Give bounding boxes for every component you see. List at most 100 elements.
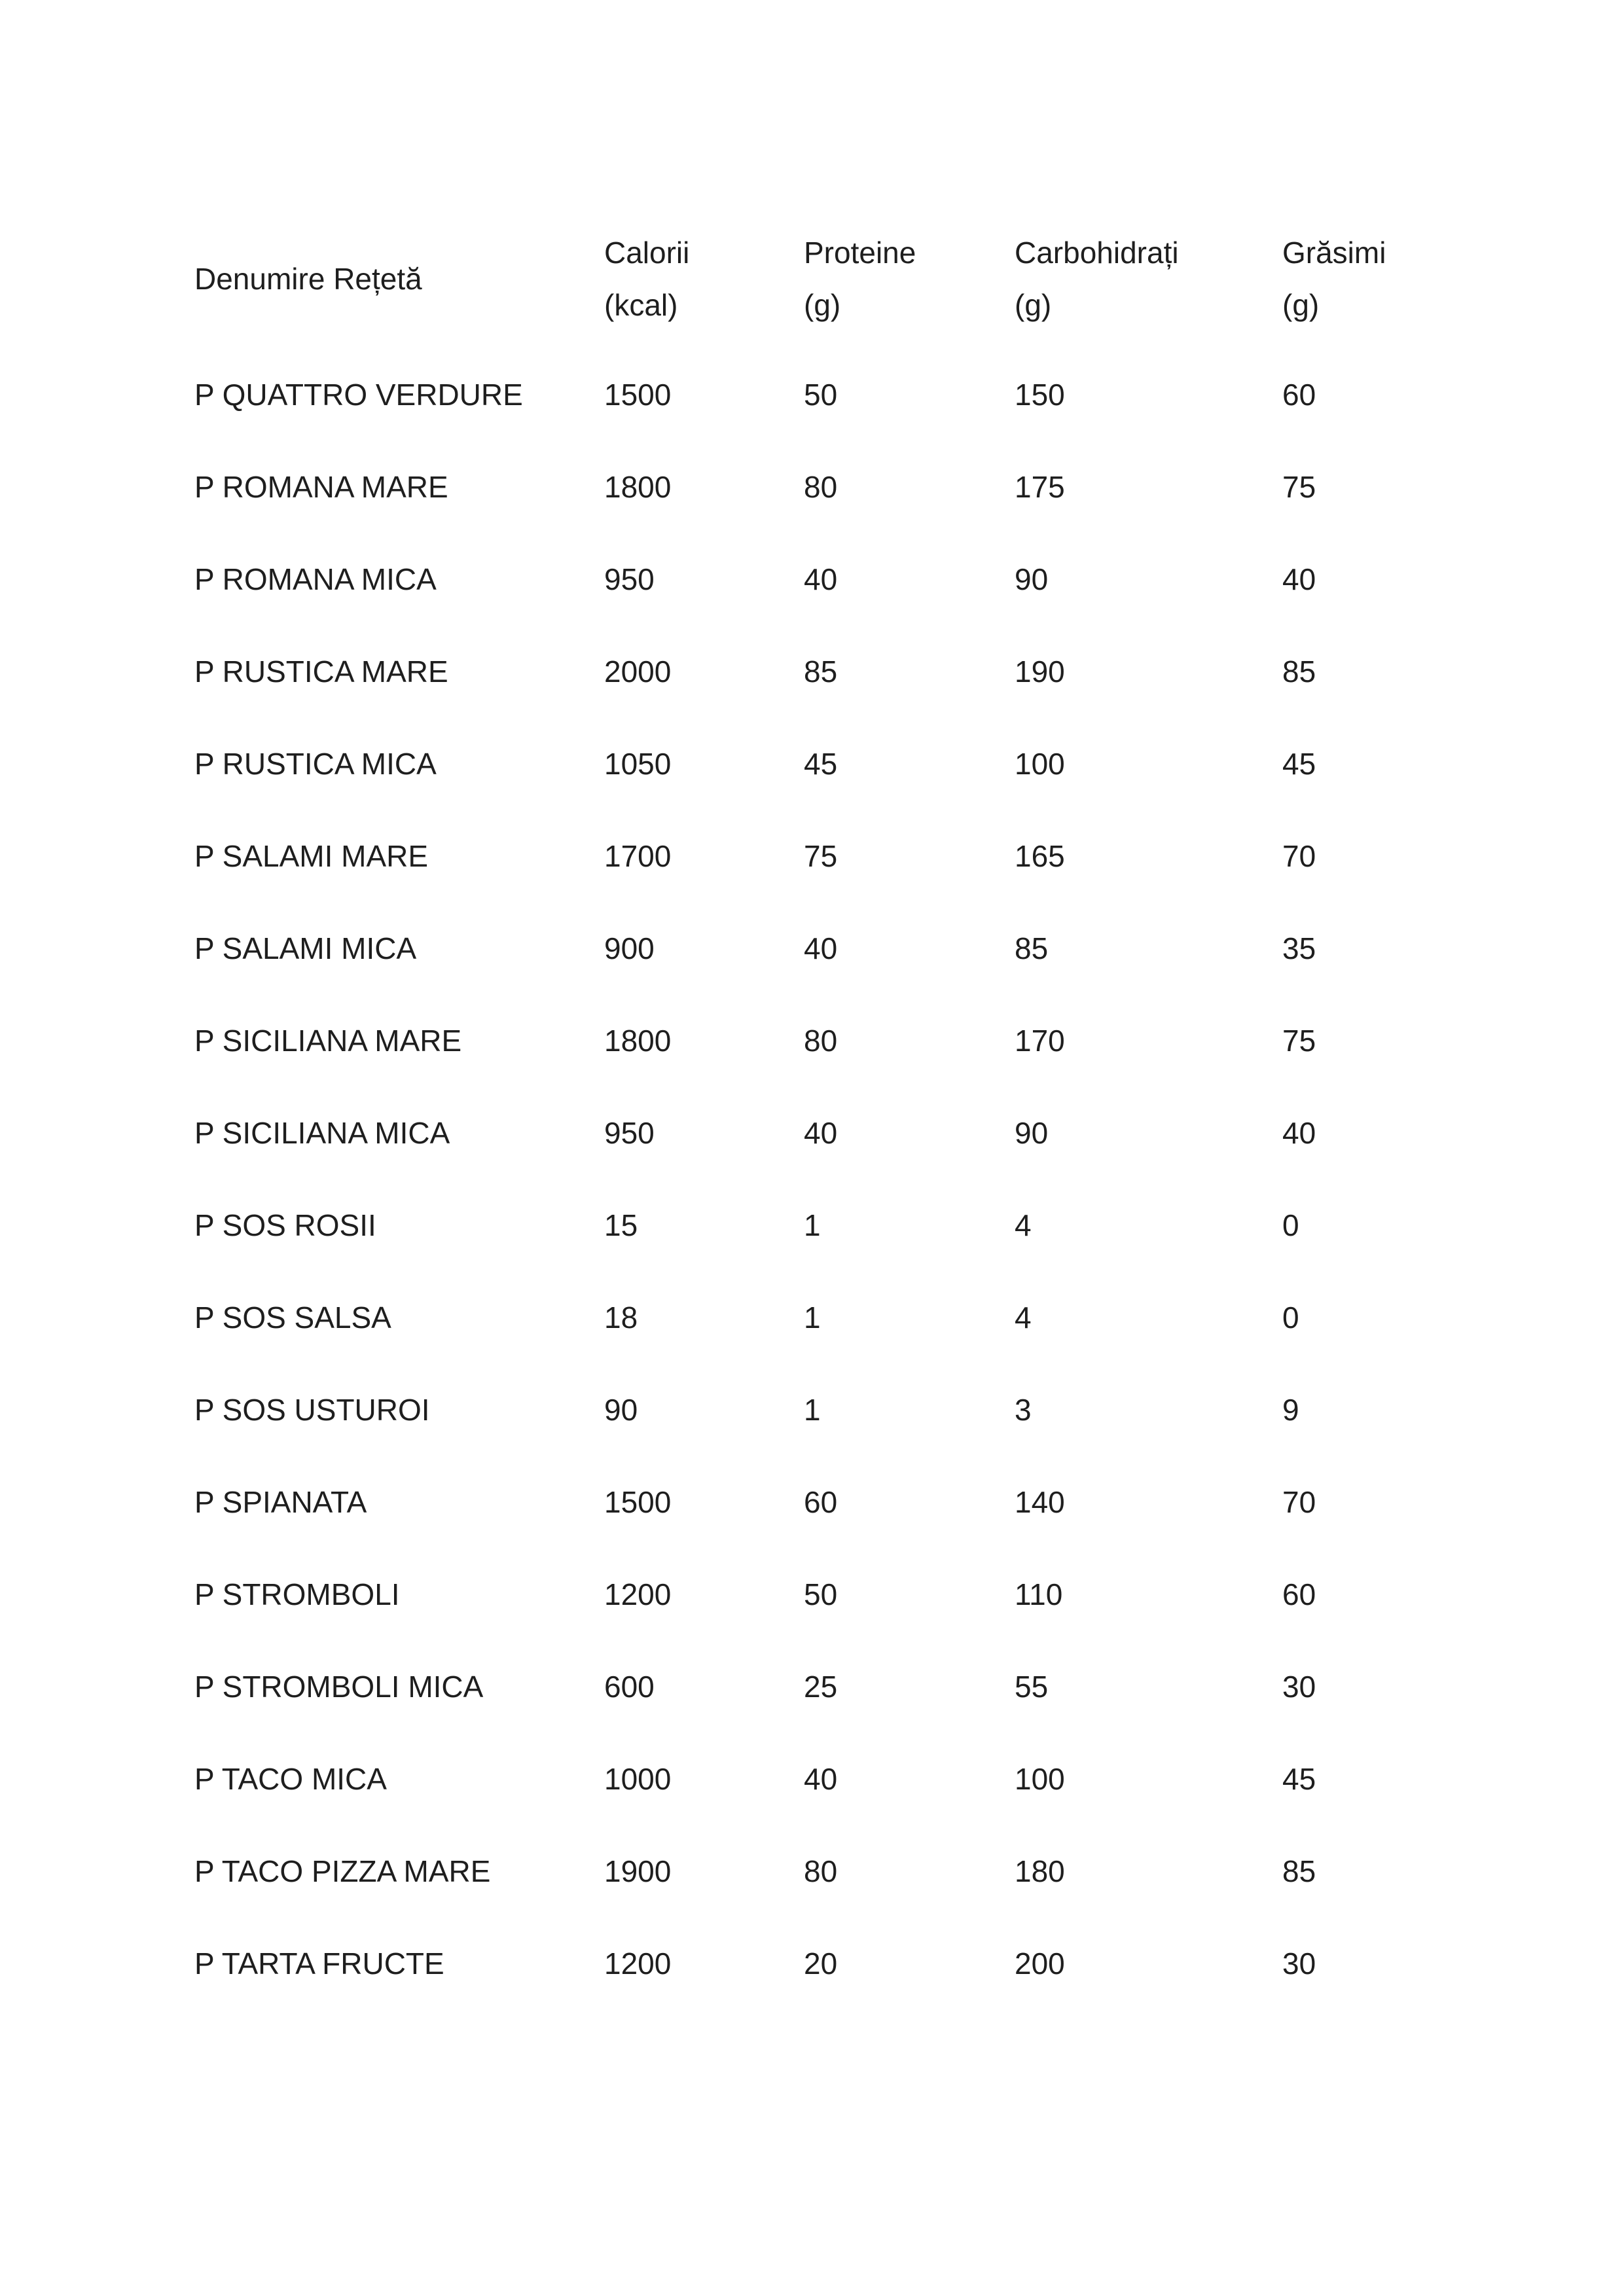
value-cell: 1 <box>804 1393 821 1427</box>
column-header-calorii: Calorii (kcal) <box>604 208 804 349</box>
table-row: P TACO PIZZA MARE 1900 80 180 85 <box>194 1825 1430 1918</box>
recipe-name-cell: P SICILIANA MICA <box>194 1116 450 1151</box>
column-header-unit: (kcal) <box>604 287 678 322</box>
column-header-label: Denumire Rețetă <box>194 261 422 296</box>
value-cell: 2000 <box>604 655 672 689</box>
value-cell: 3 <box>1015 1393 1032 1427</box>
value-cell: 1500 <box>604 378 672 412</box>
recipe-name-cell: P ROMANA MARE <box>194 470 448 505</box>
value-cell: 50 <box>804 378 838 412</box>
table-row: P STROMBOLI 1200 50 110 60 <box>194 1549 1430 1641</box>
column-header-unit: (g) <box>804 287 841 322</box>
value-cell: 4 <box>1015 1300 1032 1335</box>
table-row: P SOS SALSA 18 1 4 0 <box>194 1272 1430 1364</box>
table-row: P ROMANA MARE 1800 80 175 75 <box>194 441 1430 533</box>
value-cell: 35 <box>1282 931 1316 966</box>
value-cell: 100 <box>1015 747 1065 781</box>
header-row: Denumire Rețetă Calorii (kcal) Proteine … <box>194 208 1430 349</box>
table-row: P SALAMI MICA 900 40 85 35 <box>194 903 1430 995</box>
value-cell: 110 <box>1015 1577 1063 1612</box>
recipe-name-cell: P SALAMI MICA <box>194 931 417 966</box>
column-header-unit: (g) <box>1282 287 1320 322</box>
column-header-label: Calorii <box>604 235 690 270</box>
recipe-name-cell: P SICILIANA MARE <box>194 1024 462 1058</box>
recipe-name-cell: P RUSTICA MARE <box>194 655 448 689</box>
nutrition-table-header: Denumire Rețetă Calorii (kcal) Proteine … <box>194 208 1430 349</box>
value-cell: 45 <box>1282 747 1316 781</box>
value-cell: 85 <box>1282 655 1316 689</box>
table-row: P TACO MICA 1000 40 100 45 <box>194 1733 1430 1825</box>
value-cell: 1800 <box>604 470 672 505</box>
value-cell: 40 <box>1282 1116 1316 1151</box>
value-cell: 900 <box>604 931 655 966</box>
recipe-name-cell: P TARTA FRUCTE <box>194 1946 444 1981</box>
recipe-name-cell: P SPIANATA <box>194 1485 367 1520</box>
value-cell: 30 <box>1282 1670 1316 1704</box>
table-row: P SICILIANA MICA 950 40 90 40 <box>194 1087 1430 1179</box>
recipe-name-cell: P STROMBOLI MICA <box>194 1670 484 1704</box>
value-cell: 90 <box>1015 1116 1049 1151</box>
value-cell: 950 <box>604 562 655 597</box>
recipe-name-cell: P ROMANA MICA <box>194 562 437 597</box>
value-cell: 80 <box>804 1024 838 1058</box>
recipe-name-cell: P SOS ROSII <box>194 1208 376 1243</box>
value-cell: 75 <box>1282 470 1316 505</box>
value-cell: 60 <box>1282 1577 1316 1612</box>
value-cell: 200 <box>1015 1946 1065 1981</box>
table-row: P QUATTRO VERDURE 1500 50 150 60 <box>194 349 1430 441</box>
column-header-grasimi: Grăsimi (g) <box>1282 208 1430 349</box>
value-cell: 1050 <box>604 747 672 781</box>
table-row: P SICILIANA MARE 1800 80 170 75 <box>194 995 1430 1087</box>
value-cell: 140 <box>1015 1485 1065 1520</box>
value-cell: 40 <box>804 931 838 966</box>
value-cell: 175 <box>1015 470 1065 505</box>
nutrition-table: Denumire Rețetă Calorii (kcal) Proteine … <box>194 208 1430 2010</box>
table-row: P ROMANA MICA 950 40 90 40 <box>194 533 1430 626</box>
recipe-name-cell: P SALAMI MARE <box>194 839 429 874</box>
value-cell: 0 <box>1282 1300 1299 1335</box>
table-row: P SPIANATA 1500 60 140 70 <box>194 1456 1430 1549</box>
column-header-label: Proteine <box>804 235 916 270</box>
value-cell: 55 <box>1015 1670 1049 1704</box>
value-cell: 0 <box>1282 1208 1299 1243</box>
column-header-label: Grăsimi <box>1282 235 1386 270</box>
table-row: P RUSTICA MICA 1050 45 100 45 <box>194 718 1430 810</box>
value-cell: 180 <box>1015 1854 1065 1889</box>
value-cell: 1200 <box>604 1577 672 1612</box>
recipe-name-cell: P SOS SALSA <box>194 1300 391 1335</box>
column-header-denumire: Denumire Rețetă <box>194 208 604 349</box>
column-header-proteine: Proteine (g) <box>804 208 1015 349</box>
value-cell: 9 <box>1282 1393 1299 1427</box>
value-cell: 1800 <box>604 1024 672 1058</box>
value-cell: 4 <box>1015 1208 1032 1243</box>
value-cell: 75 <box>804 839 838 874</box>
value-cell: 1 <box>804 1208 821 1243</box>
value-cell: 15 <box>604 1208 638 1243</box>
value-cell: 20 <box>804 1946 838 1981</box>
value-cell: 165 <box>1015 839 1065 874</box>
table-row: P TARTA FRUCTE 1200 20 200 30 <box>194 1918 1430 2010</box>
value-cell: 950 <box>604 1116 655 1151</box>
recipe-name-cell: P TACO PIZZA MARE <box>194 1854 491 1889</box>
recipe-name-cell: P TACO MICA <box>194 1762 387 1797</box>
table-row: P SALAMI MARE 1700 75 165 70 <box>194 810 1430 903</box>
value-cell: 70 <box>1282 1485 1316 1520</box>
value-cell: 1700 <box>604 839 672 874</box>
table-row: P STROMBOLI MICA 600 25 55 30 <box>194 1641 1430 1733</box>
value-cell: 170 <box>1015 1024 1065 1058</box>
table-row: P RUSTICA MARE 2000 85 190 85 <box>194 626 1430 718</box>
value-cell: 45 <box>804 747 838 781</box>
column-header-carbohidrati: Carbohidrați (g) <box>1015 208 1282 349</box>
value-cell: 85 <box>804 655 838 689</box>
value-cell: 90 <box>604 1393 638 1427</box>
recipe-name-cell: P QUATTRO VERDURE <box>194 378 523 412</box>
value-cell: 40 <box>1282 562 1316 597</box>
value-cell: 100 <box>1015 1762 1065 1797</box>
value-cell: 190 <box>1015 655 1065 689</box>
table-row: P SOS USTUROI 90 1 3 9 <box>194 1364 1430 1456</box>
value-cell: 40 <box>804 1116 838 1151</box>
value-cell: 1900 <box>604 1854 672 1889</box>
column-header-label: Carbohidrați <box>1015 235 1179 270</box>
value-cell: 75 <box>1282 1024 1316 1058</box>
